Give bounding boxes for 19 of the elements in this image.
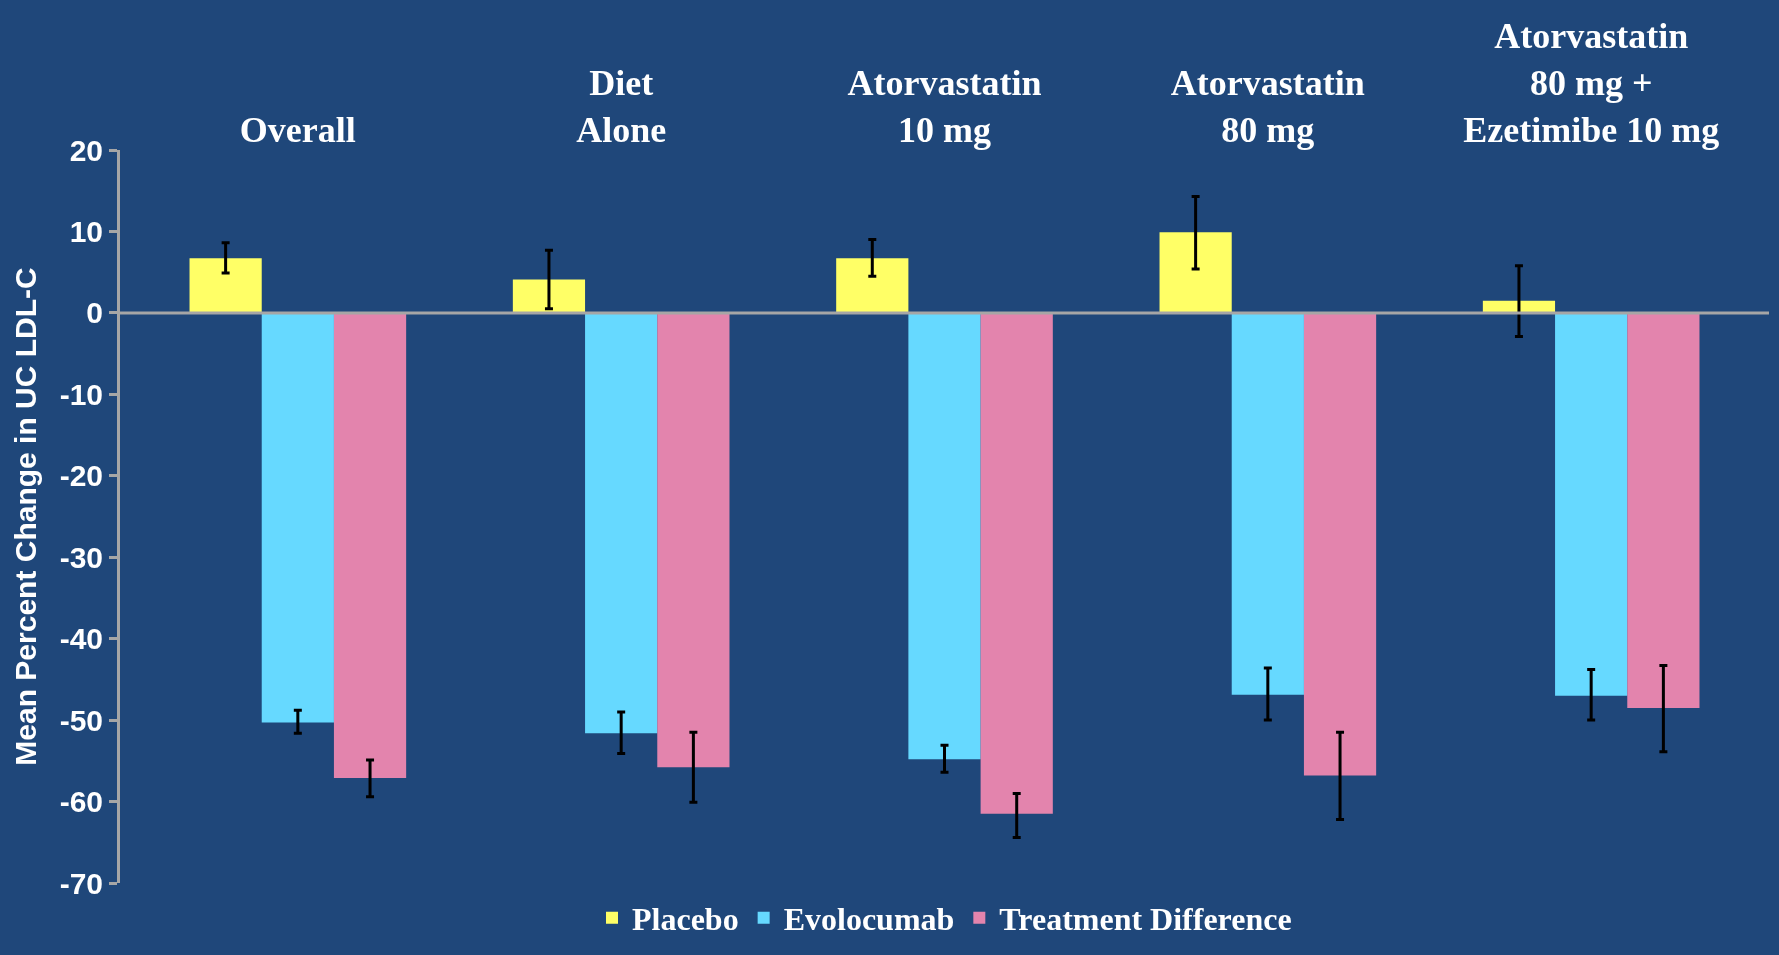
x-tick-label: Atorvastatin 80 mg bbox=[1170, 63, 1365, 150]
y-tick-label: 10 bbox=[69, 214, 103, 248]
y-tick-label: -50 bbox=[59, 703, 103, 737]
x-tick-label: Diet Alone bbox=[576, 63, 667, 150]
x-tick-label: Overall bbox=[239, 109, 356, 150]
x-tick-label: Atorvastatin 80 mg + Ezetimibe 10 mg bbox=[1463, 16, 1720, 150]
y-tick-label: -10 bbox=[59, 377, 103, 411]
y-tick-label: -60 bbox=[59, 785, 103, 819]
y-tick-label: 20 bbox=[69, 133, 103, 167]
y-tick-label: -30 bbox=[59, 540, 103, 574]
y-tick-label: -20 bbox=[59, 459, 103, 493]
legend-label: Evolocumab bbox=[783, 901, 955, 938]
x-tick-label: Atorvastatin 10 mg bbox=[847, 63, 1042, 150]
y-tick-label: -40 bbox=[59, 622, 103, 656]
legend-label: Placebo bbox=[632, 901, 739, 938]
y-tick-label: -70 bbox=[59, 866, 103, 900]
legend-label: Treatment Difference bbox=[999, 901, 1292, 938]
y-axis-title: Mean Percent Change in UC LDL-C bbox=[8, 267, 42, 766]
y-tick-label: 0 bbox=[86, 296, 103, 330]
